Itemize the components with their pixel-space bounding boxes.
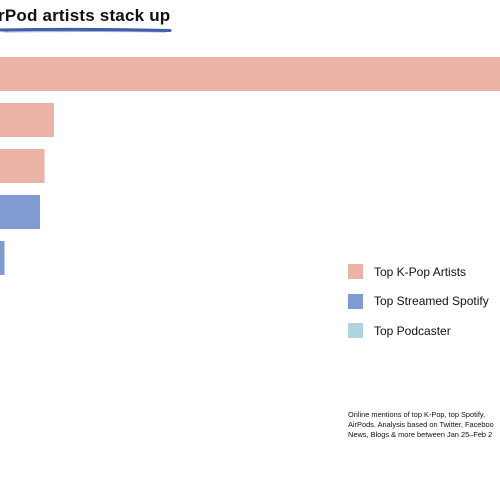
bar-4: [0, 241, 5, 275]
bar-1: [0, 103, 54, 137]
legend-label-kpop: Top K-Pop Artists: [374, 264, 467, 279]
chart-title: rPod artists stack up: [0, 6, 171, 25]
bar-3: [0, 195, 40, 229]
source-note-line: News, Blogs & more between Jan 25–Feb 2: [348, 430, 493, 440]
legend-swatch-podcaster: [348, 323, 363, 339]
legend-item-podcaster: Top Podcaster: [348, 316, 489, 346]
source-note-line: Online mentions of top K-Pop, top Spotif…: [348, 410, 486, 419]
legend-label-podcaster: Top Podcaster: [374, 323, 451, 338]
legend-label-spotify: Top Streamed Spotify: [374, 294, 489, 309]
legend-item-spotify: Top Streamed Spotify: [348, 287, 489, 317]
title-underline: [0, 27, 172, 33]
legend-swatch-spotify: [348, 293, 363, 309]
legend-swatch-kpop: [348, 264, 363, 280]
source-note: Online mentions of top K-Pop, top Spotif…: [348, 410, 500, 441]
legend: Top K-Pop Artists Top Streamed Spotify T…: [348, 257, 489, 346]
bar-2: [0, 149, 45, 183]
bar-0: [0, 57, 500, 91]
legend-item-kpop: Top K-Pop Artists: [348, 257, 489, 287]
source-note-line: AirPods. Analysis based on Twitter, Face…: [348, 420, 494, 430]
